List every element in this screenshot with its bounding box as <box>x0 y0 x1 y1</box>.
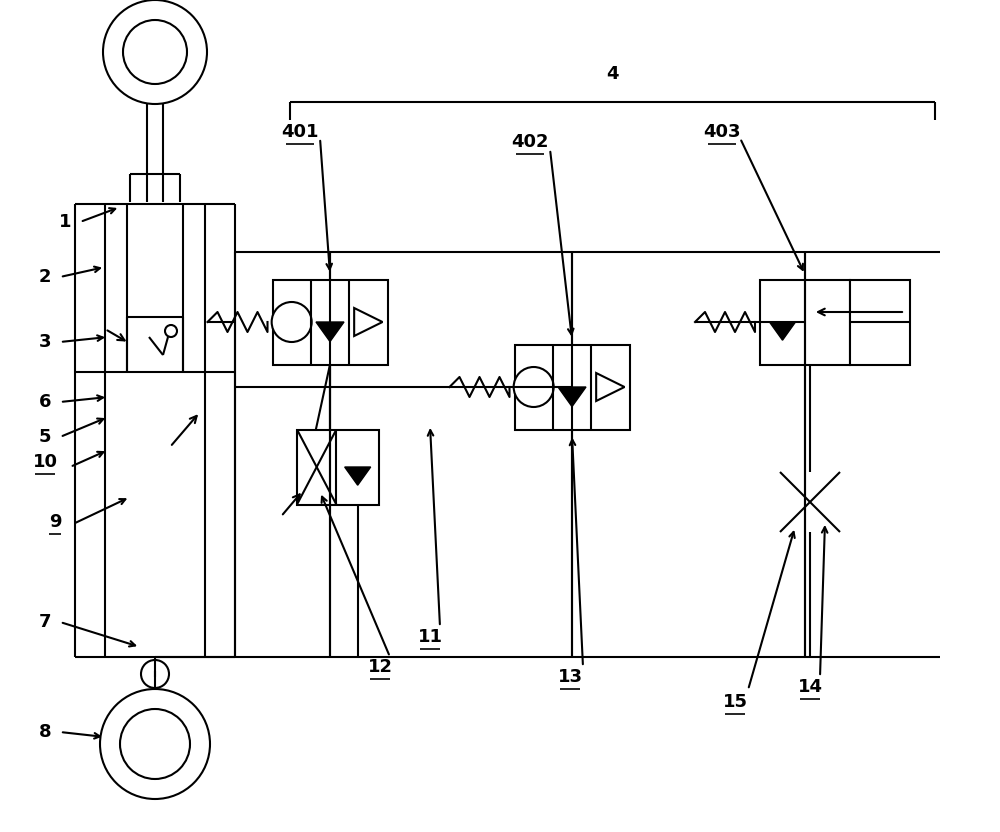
Text: 401: 401 <box>281 123 319 141</box>
Circle shape <box>103 0 207 104</box>
Bar <box>272 280 388 364</box>
Text: 4: 4 <box>606 65 618 83</box>
Circle shape <box>123 20 187 84</box>
Bar <box>297 429 379 504</box>
Text: 403: 403 <box>703 123 741 141</box>
Polygon shape <box>558 387 586 407</box>
Circle shape <box>141 660 169 688</box>
Text: 6: 6 <box>39 393 51 411</box>
Circle shape <box>514 367 554 407</box>
Circle shape <box>165 325 177 337</box>
Text: 8: 8 <box>39 723 51 741</box>
Circle shape <box>120 709 190 779</box>
Circle shape <box>100 689 210 799</box>
Polygon shape <box>770 322 796 340</box>
Polygon shape <box>316 322 344 342</box>
Text: 7: 7 <box>39 613 51 631</box>
Text: 402: 402 <box>511 133 549 151</box>
Circle shape <box>272 302 312 342</box>
Bar <box>514 344 630 429</box>
Bar <box>760 280 850 364</box>
Text: 15: 15 <box>722 693 748 711</box>
Polygon shape <box>345 467 371 485</box>
Text: 12: 12 <box>368 658 392 676</box>
Text: 9: 9 <box>49 513 61 531</box>
Text: 5: 5 <box>39 428 51 446</box>
Text: 13: 13 <box>558 668 582 686</box>
Text: 1: 1 <box>59 213 71 231</box>
Text: 10: 10 <box>32 453 58 471</box>
Text: 3: 3 <box>39 333 51 351</box>
Text: 2: 2 <box>39 268 51 286</box>
Polygon shape <box>596 373 624 401</box>
Bar <box>850 280 910 364</box>
Text: 11: 11 <box>418 628 442 646</box>
Text: 14: 14 <box>798 678 822 696</box>
Polygon shape <box>354 308 382 336</box>
